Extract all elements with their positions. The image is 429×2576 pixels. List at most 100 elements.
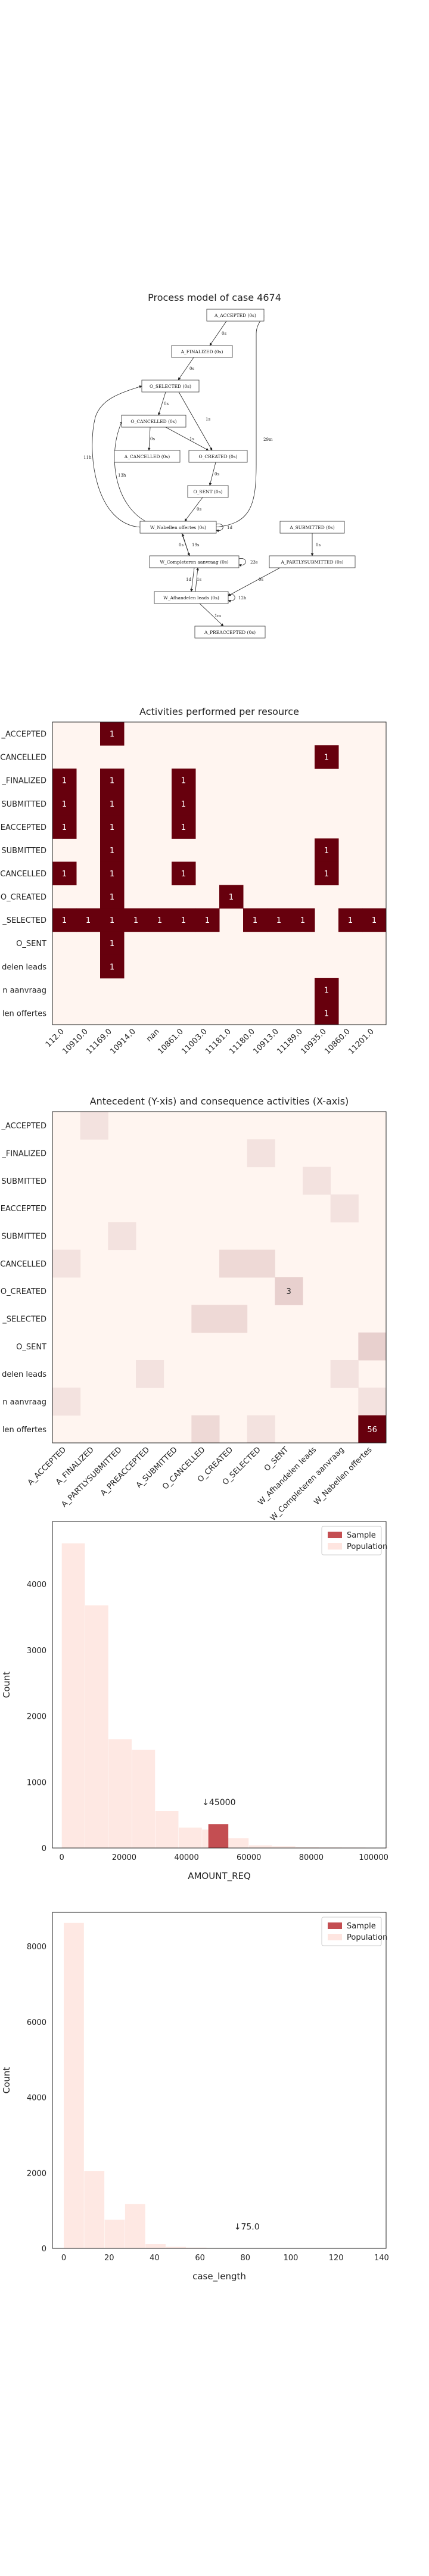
- row-tick-label: O_SENT: [16, 1343, 46, 1352]
- heatmap-cell: [247, 1415, 275, 1443]
- histogram-bar: [125, 2204, 145, 2248]
- node-label: A_ACCEPTED (0s): [214, 313, 256, 318]
- heatmap-cell: [303, 1167, 331, 1195]
- y-tick-label: 4000: [27, 2094, 46, 2103]
- y-axis-label: Count: [1, 1672, 12, 1698]
- y-tick-label: 2000: [27, 1713, 46, 1722]
- heatmap-cell-label: 1: [181, 800, 186, 809]
- annotation: ↓45000: [202, 1798, 235, 1807]
- heatmap-cell-label: 1: [229, 893, 234, 902]
- heatmap-cell: [247, 1139, 275, 1167]
- edge-label: 0s: [164, 402, 169, 406]
- column-tick-label: 11180.0: [228, 1027, 257, 1056]
- y-tick-label: 8000: [27, 1943, 46, 1952]
- legend-label: Sample: [347, 1531, 376, 1540]
- histogram-bar: [108, 1739, 132, 1848]
- row-tick-label: CANCELLED: [0, 754, 46, 763]
- heatmap-cell-label: 1: [133, 916, 138, 925]
- node-label: O_SENT (0s): [194, 489, 223, 494]
- histogram-bar: [179, 1828, 202, 1848]
- y-tick-label: 0: [42, 1844, 46, 1853]
- row-tick-label: EACCEPTED: [1, 1205, 46, 1214]
- row-tick-label: len offertes: [2, 1009, 46, 1018]
- column-tick-label: 112.0: [44, 1027, 66, 1049]
- heatmap-cell: [136, 1360, 164, 1388]
- column-tick-label: 11189.0: [275, 1027, 304, 1056]
- edge-w_completeren-to-w_completeren: [239, 558, 245, 565]
- heatmap-cell-label: 1: [110, 800, 114, 809]
- row-tick-label: _ACCEPTED: [1, 1122, 46, 1131]
- row-tick-label: _FINALIZED: [1, 1150, 46, 1159]
- histogram-bar: [225, 1838, 248, 1848]
- row-tick-label: CANCELLED: [0, 1260, 46, 1269]
- heatmap-title: Antecedent (Y-xis) and consequence activ…: [90, 1096, 349, 1107]
- x-tick-label: 60000: [237, 1853, 261, 1862]
- heatmap-cell-label: 1: [205, 916, 210, 925]
- node-label: W_Afhandelen leads (0s): [163, 595, 219, 601]
- heatmap-cell-label: 1: [62, 800, 67, 809]
- edge-label: 29m: [263, 437, 273, 442]
- row-tick-label: delen leads: [2, 963, 46, 972]
- edge-label: 1d: [227, 525, 232, 530]
- heatmap-cell-label: 1: [86, 916, 91, 925]
- legend: Sample Population: [322, 1526, 387, 1555]
- row-tick-label: n aanvraag: [2, 1398, 46, 1407]
- column-tick-label: A_PREACCEPTED: [99, 1445, 151, 1498]
- heatmap-cell: [358, 1333, 386, 1361]
- row-tick-label: SUBMITTED: [1, 800, 46, 809]
- heatmap-cell-label: 3: [287, 1287, 291, 1296]
- edge-label: 0s: [179, 543, 184, 547]
- column-tick-label: 11201.0: [347, 1027, 376, 1056]
- heatmap-cell-label: 1: [110, 939, 114, 948]
- heatmap-cell-label: 1: [62, 777, 67, 786]
- heatmap-cell-label: 1: [110, 870, 114, 879]
- row-tick-label: SUBMITTED: [1, 1177, 46, 1186]
- heatmap-cell: [191, 1415, 219, 1443]
- row-tick-label: CANCELLED: [0, 870, 46, 879]
- edge-label: 1s: [197, 577, 201, 582]
- column-tick-label: 10860.0: [323, 1027, 352, 1056]
- histogram-bar: [85, 1606, 108, 1848]
- heatmap-cell-label: 1: [324, 754, 329, 763]
- edge-label: 0s: [189, 366, 194, 371]
- heatmap-cell-label: 1: [348, 916, 353, 925]
- x-tick-label: 20000: [112, 1853, 136, 1862]
- column-tick-label: 10910.0: [61, 1027, 90, 1056]
- heatmap-cell-label: 1: [62, 870, 67, 879]
- row-tick-label: len offertes: [2, 1426, 46, 1435]
- heatmap-cell: [80, 1112, 108, 1140]
- column-tick-label: O_SENT: [263, 1445, 291, 1473]
- heatmap-cell-label: 1: [157, 916, 162, 925]
- heatmap-cell: [247, 1250, 275, 1278]
- heatmap-cell-label: 1: [110, 847, 114, 855]
- row-tick-label: _SELECTED: [2, 916, 46, 925]
- heatmap-cell-label: 1: [110, 916, 114, 925]
- x-tick-label: 80000: [299, 1853, 324, 1862]
- histogram-bar: [209, 1824, 229, 1848]
- legend-swatch: [328, 1543, 342, 1550]
- heatmap-cell: [52, 1387, 80, 1415]
- row-tick-label: O_CREATED: [1, 1287, 46, 1296]
- row-tick-label: EACCEPTED: [1, 823, 46, 832]
- x-tick-label: 120: [329, 2254, 344, 2263]
- legend-swatch: [328, 1934, 342, 1940]
- heatmap-cell-label: 1: [253, 916, 257, 925]
- histogram-bar: [62, 1544, 85, 1848]
- heatmap-cell-label: 1: [276, 916, 281, 925]
- x-tick-label: 140: [374, 2254, 389, 2263]
- edge-label: 23s: [250, 560, 258, 565]
- heatmap-cell-label: 1: [324, 1009, 329, 1018]
- heatmap-cell-label: 1: [110, 963, 114, 972]
- y-tick-label: 0: [42, 2245, 46, 2254]
- legend-label: Population: [347, 1542, 387, 1551]
- histogram-bar: [84, 2171, 104, 2248]
- heatmap-cell-label: 1: [181, 777, 186, 786]
- x-tick-label: 100: [284, 2254, 299, 2263]
- column-tick-label: 11169.0: [85, 1027, 114, 1056]
- y-tick-label: 3000: [27, 1647, 46, 1656]
- column-tick-label: nan: [145, 1027, 161, 1044]
- x-tick-label: 0: [61, 2254, 66, 2263]
